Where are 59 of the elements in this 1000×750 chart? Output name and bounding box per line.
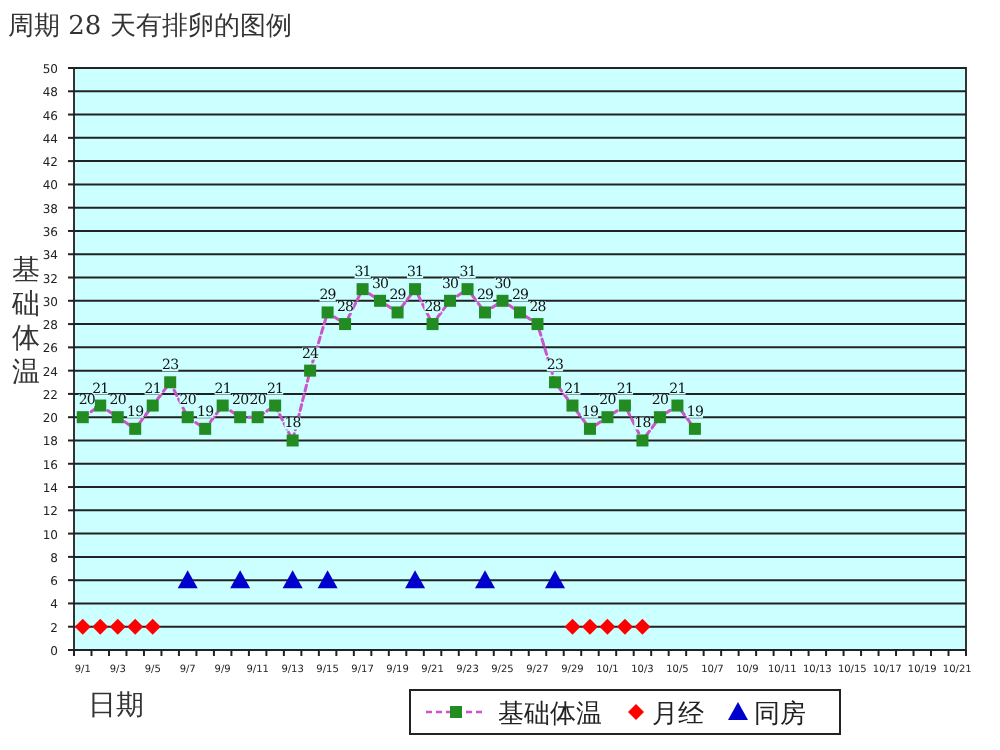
point	[339, 318, 352, 331]
legend-label: 同房	[754, 698, 806, 730]
point	[581, 618, 598, 635]
point	[566, 399, 579, 412]
point	[177, 570, 198, 589]
legend-label: 基础体温	[498, 700, 602, 730]
point	[92, 618, 109, 635]
chart-title: 周期 28 天有排卵的图例	[8, 12, 292, 42]
point	[321, 306, 334, 319]
point	[601, 411, 614, 424]
point	[548, 376, 561, 389]
point	[544, 570, 565, 589]
point	[111, 411, 124, 424]
point	[144, 618, 161, 635]
point	[475, 570, 496, 589]
point	[374, 294, 387, 307]
point	[251, 411, 264, 424]
point	[599, 618, 616, 635]
point	[317, 570, 338, 589]
point	[181, 411, 194, 424]
point	[127, 618, 144, 635]
legend-label: 月经	[652, 700, 704, 730]
point	[688, 422, 701, 435]
point	[282, 570, 303, 589]
point	[409, 283, 422, 296]
point	[496, 294, 509, 307]
point	[564, 618, 581, 635]
point	[94, 399, 107, 412]
point	[146, 399, 159, 412]
point	[74, 618, 91, 635]
point	[514, 306, 526, 319]
point	[129, 422, 142, 435]
point	[286, 434, 299, 447]
point	[531, 318, 544, 331]
point	[164, 376, 177, 389]
point	[405, 570, 426, 589]
point	[356, 283, 369, 296]
point	[109, 618, 126, 635]
point	[634, 618, 651, 635]
point	[461, 283, 474, 296]
point	[199, 422, 212, 435]
point	[234, 411, 247, 424]
point	[616, 618, 633, 635]
y-axis-title: 基础体温	[10, 255, 40, 389]
point	[269, 399, 282, 412]
point	[671, 399, 684, 412]
point	[479, 306, 492, 319]
point	[618, 399, 631, 412]
point	[76, 411, 89, 424]
point	[391, 306, 404, 319]
point	[426, 318, 439, 331]
point	[653, 411, 666, 424]
point	[583, 422, 596, 435]
x-axis-title: 日期	[88, 690, 144, 722]
point	[230, 570, 251, 589]
point	[304, 364, 317, 377]
point	[636, 434, 649, 447]
point	[216, 399, 229, 412]
point	[444, 294, 457, 307]
